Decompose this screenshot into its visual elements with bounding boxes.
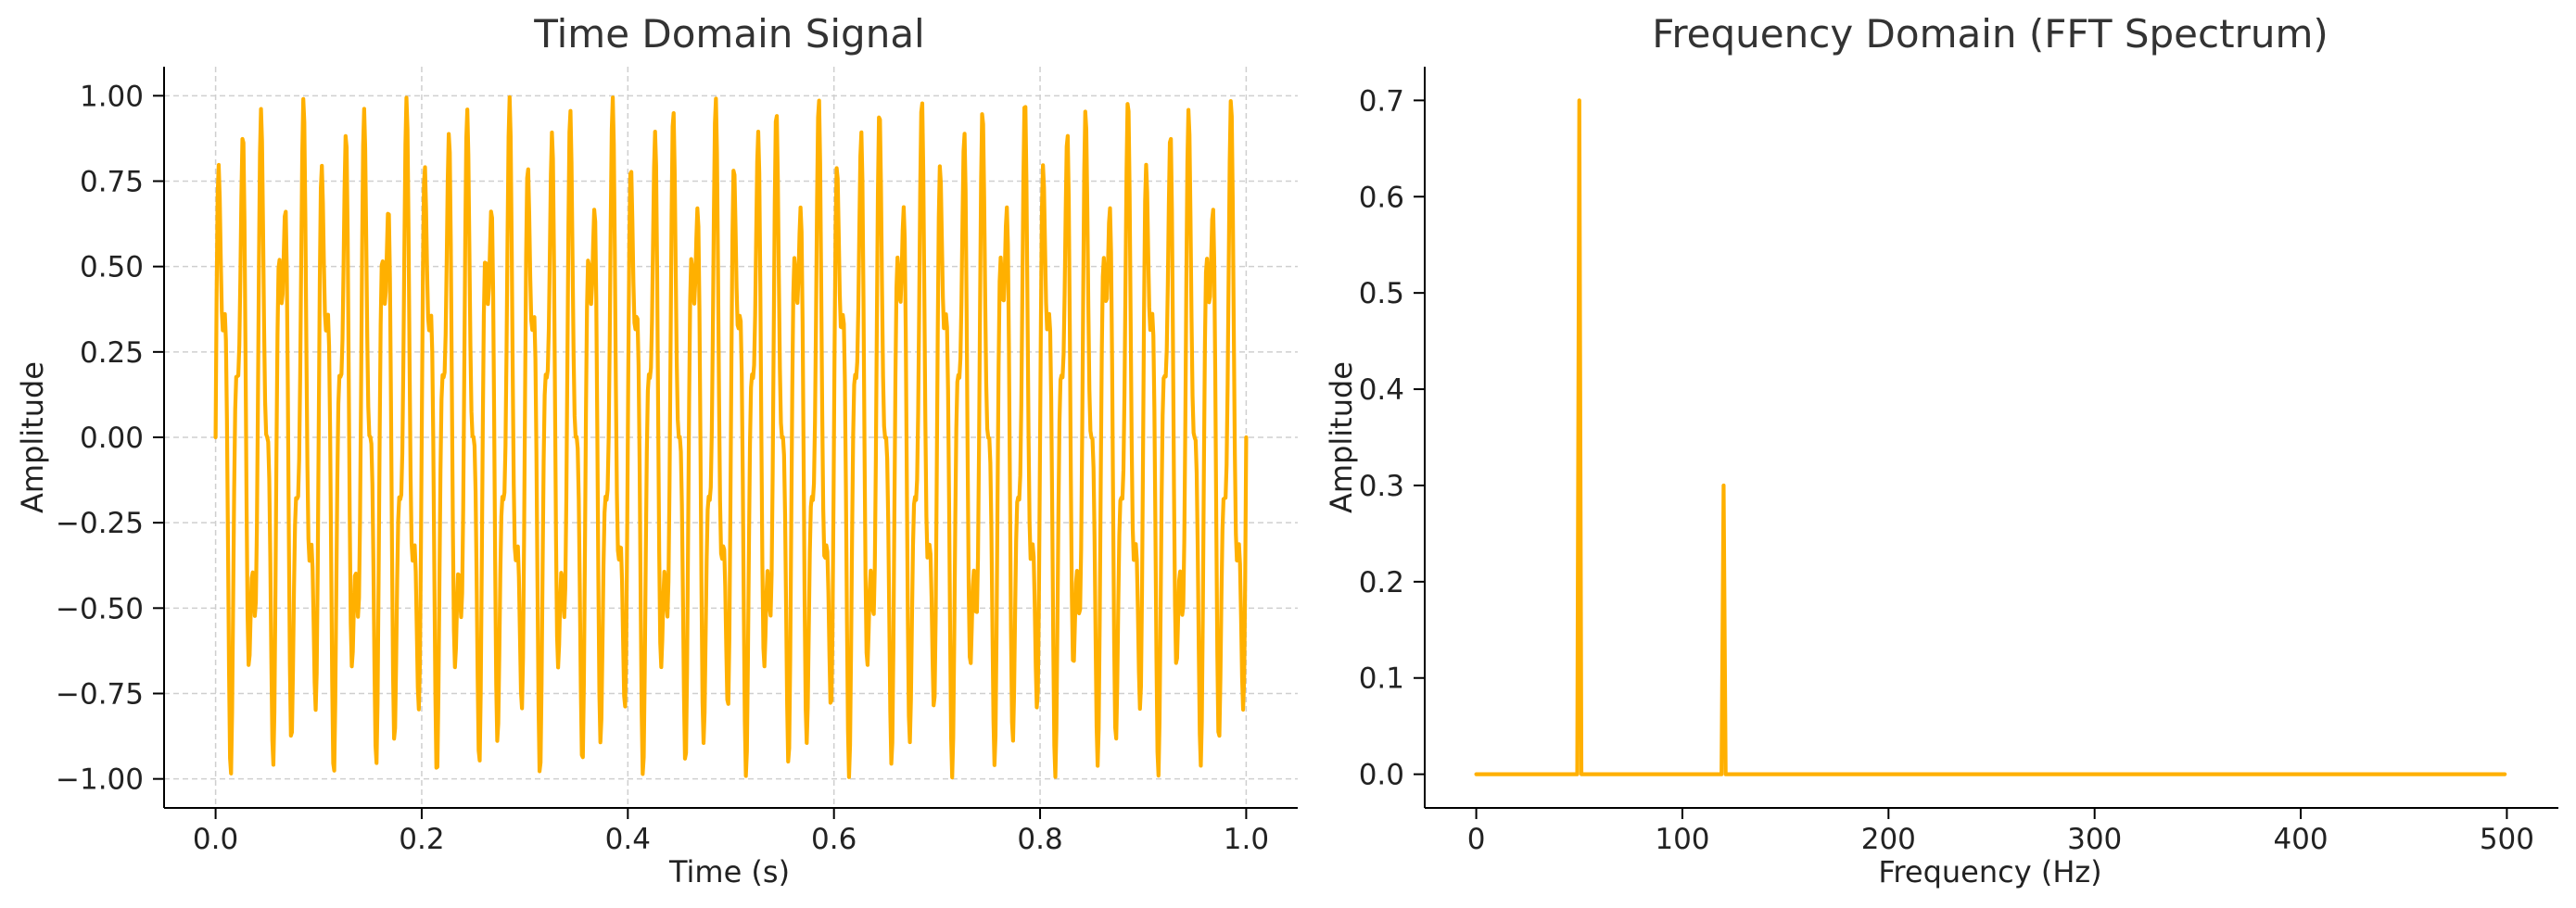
x-tick-label-4: 400 xyxy=(2273,823,2328,856)
y-tick-label-2: 0.50 xyxy=(80,251,144,284)
frequency-domain-x-ticks: 0 100 200 300 400 500 xyxy=(1467,808,2534,856)
frequency-domain-axes xyxy=(1424,67,2558,809)
time-domain-x-axis-label: Time (s) xyxy=(668,854,790,889)
frequency-domain-chart: Frequency Domain (FFT Spectrum) 0 100 200 3… xyxy=(1324,11,2558,889)
x-tick-label-4: 0.8 xyxy=(1017,823,1062,856)
y-tick-label-3: 0.25 xyxy=(80,336,144,370)
y-tick-label-8: −1.00 xyxy=(56,763,144,797)
time-domain-x-ticks: 0.0 0.2 0.4 0.6 0.8 1.0 xyxy=(193,808,1269,856)
time-domain-series xyxy=(213,95,1249,780)
x-tick-label-3: 300 xyxy=(2067,823,2122,856)
y-tick-label-5: −0.25 xyxy=(56,507,144,540)
y-tick-label-1: 0.75 xyxy=(80,166,144,199)
time-domain-title: Time Domain Signal xyxy=(533,11,924,57)
y-tick-label-0: 0.7 xyxy=(1359,84,1404,118)
y-tick-label-1: 0.6 xyxy=(1359,181,1404,214)
time-domain-chart: Time Domain Signal 0.0 0.2 0.4 0.6 0.8 1.0 1.… xyxy=(15,11,1298,889)
frequency-domain-y-axis-label: Amplitude xyxy=(1324,361,1359,513)
y-tick-label-7: −0.75 xyxy=(56,677,144,711)
y-tick-label-2: 0.5 xyxy=(1359,277,1404,310)
x-tick-label-2: 0.4 xyxy=(605,823,651,856)
y-tick-label-4: 0.3 xyxy=(1359,470,1404,503)
time-domain-y-ticks: 1.00 0.75 0.50 0.25 0.00 −0.25 −0.50 −0.75 −1.00 xyxy=(56,80,164,797)
frequency-domain-title: Frequency Domain (FFT Spectrum) xyxy=(1652,11,2329,57)
x-tick-label-5: 1.0 xyxy=(1224,823,1269,856)
y-tick-label-5: 0.2 xyxy=(1359,566,1404,599)
x-tick-label-1: 0.2 xyxy=(399,823,444,856)
time-domain-series-line xyxy=(213,95,1249,780)
x-tick-label-0: 0.0 xyxy=(193,823,238,856)
x-tick-label-3: 0.6 xyxy=(811,823,857,856)
x-tick-label-0: 0 xyxy=(1467,823,1486,856)
y-tick-label-3: 0.4 xyxy=(1359,373,1404,407)
time-domain-y-axis-label: Amplitude xyxy=(15,361,50,513)
y-tick-label-4: 0.00 xyxy=(80,422,144,455)
y-tick-label-0: 1.00 xyxy=(80,80,144,113)
frequency-domain-series xyxy=(1474,98,2507,776)
y-tick-label-6: 0.1 xyxy=(1359,662,1404,696)
y-tick-label-7: 0.0 xyxy=(1359,759,1404,792)
frequency-domain-x-axis-label: Frequency (Hz) xyxy=(1878,854,2101,889)
y-tick-label-6: −0.50 xyxy=(56,592,144,625)
x-tick-label-1: 100 xyxy=(1655,823,1709,856)
x-tick-label-5: 500 xyxy=(2480,823,2534,856)
frequency-domain-y-ticks: 0.7 0.6 0.5 0.4 0.3 0.2 0.1 0.0 xyxy=(1359,84,1425,792)
fft-spectrum-line xyxy=(1474,98,2507,776)
x-tick-label-2: 200 xyxy=(1861,823,1916,856)
